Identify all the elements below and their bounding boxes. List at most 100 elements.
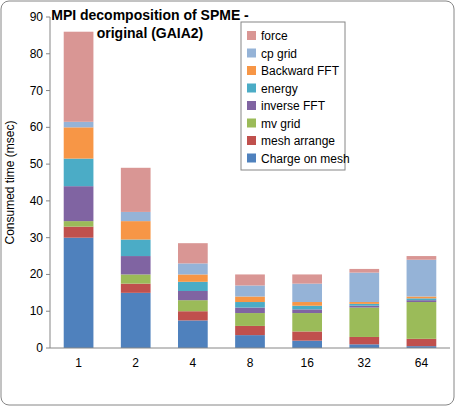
y-tick-label: 80	[30, 47, 44, 61]
legend-box	[241, 22, 345, 170]
legend-swatch	[247, 31, 256, 40]
bar-segment	[292, 331, 322, 340]
x-tick-label: 16	[300, 356, 314, 370]
bar-segment	[121, 212, 151, 221]
y-tick-label: 30	[30, 231, 44, 245]
bar-segment	[64, 227, 94, 238]
x-tick-label: 2	[132, 356, 139, 370]
y-tick	[46, 127, 50, 128]
bar-segment	[64, 32, 94, 122]
y-tick-label: 50	[30, 157, 44, 171]
bar-segment	[349, 269, 379, 273]
bar-segment	[178, 300, 208, 311]
bar-segment	[178, 311, 208, 320]
title-line: MPI decomposition of SPME -	[51, 7, 249, 23]
legend-label: force	[261, 29, 288, 43]
x-tick-label: 64	[415, 356, 429, 370]
x-tick-label: 32	[358, 356, 372, 370]
x-tick-label: 4	[190, 356, 197, 370]
bar-segment	[349, 304, 379, 306]
bar-segment	[292, 313, 322, 331]
y-tick-label: 70	[30, 84, 44, 98]
bar-segment	[178, 263, 208, 274]
legend-swatch	[247, 66, 256, 75]
bar-segment	[407, 256, 437, 260]
y-tick	[46, 17, 50, 18]
legend-label: cp grid	[261, 47, 297, 61]
bar-segment	[235, 313, 265, 326]
bar-segment	[349, 308, 379, 337]
bar-segment	[64, 159, 94, 187]
y-tick	[46, 274, 50, 275]
bar-segment	[292, 309, 322, 313]
y-tick	[46, 311, 50, 312]
bar-segment	[349, 344, 379, 348]
legend-swatch	[247, 154, 256, 163]
legend-label: Backward FFT	[261, 64, 340, 78]
bar-segment	[178, 274, 208, 281]
legend-label: Charge on mesh	[261, 152, 350, 166]
bar-segment	[235, 297, 265, 303]
y-tick-label: 10	[30, 304, 44, 318]
bar-segment	[292, 306, 322, 310]
legend-label: mesh arrange	[261, 134, 335, 148]
legend-swatch	[247, 49, 256, 58]
legend-swatch	[247, 119, 256, 128]
bar-segment	[64, 186, 94, 221]
bar-segment	[292, 284, 322, 302]
bar-segment	[407, 300, 437, 302]
bar-segment	[64, 238, 94, 348]
bar-segment	[64, 127, 94, 158]
y-tick-label: 20	[30, 267, 44, 281]
bar-segment	[121, 274, 151, 283]
y-tick	[46, 200, 50, 201]
y-tick-label: 60	[30, 120, 44, 134]
bar-segment	[407, 298, 437, 300]
bar-segment	[178, 282, 208, 291]
title-line: original (GAIA2)	[97, 25, 204, 41]
x-tick-label: 8	[247, 356, 254, 370]
bar-segment	[235, 335, 265, 348]
y-axis-label: Consumed time (msec)	[3, 120, 17, 244]
bar-segment	[235, 308, 265, 314]
bar-segment	[121, 240, 151, 257]
x-tick-label: 1	[75, 356, 82, 370]
bar-segment	[178, 243, 208, 263]
y-tick	[46, 237, 50, 238]
bar-segment	[235, 285, 265, 296]
legend-label: inverse FFT	[261, 99, 326, 113]
legend-label: mv grid	[261, 117, 300, 131]
y-tick	[46, 164, 50, 165]
bar-segment	[349, 337, 379, 344]
y-axis	[50, 17, 51, 348]
bar-segment	[121, 221, 151, 239]
legend-swatch	[247, 101, 256, 110]
bar-segment	[121, 284, 151, 293]
y-tick-label: 90	[30, 10, 44, 24]
bar-segment	[407, 260, 437, 297]
legend-swatch	[247, 84, 256, 93]
y-tick-label: 40	[30, 194, 44, 208]
y-tick	[46, 90, 50, 91]
bar-segment	[121, 256, 151, 274]
legend-label: energy	[261, 82, 298, 96]
bar-segment	[64, 221, 94, 227]
x-axis	[50, 348, 450, 349]
y-tick	[46, 53, 50, 54]
bar-segment	[121, 293, 151, 348]
bar-segment	[349, 306, 379, 308]
bar-segment	[178, 291, 208, 300]
bar-segment	[178, 320, 208, 348]
bar-segment	[349, 273, 379, 302]
bar-segment	[292, 302, 322, 306]
y-tick	[46, 348, 50, 349]
bar-segment	[349, 302, 379, 304]
bar-segment	[235, 274, 265, 285]
legend-swatch	[247, 136, 256, 145]
bar-segment	[121, 168, 151, 212]
chart: MPI decomposition of SPME - original (GAI…	[0, 0, 455, 406]
bar-segment	[64, 122, 94, 128]
bar-segment	[235, 302, 265, 308]
bar-segment	[235, 326, 265, 335]
chart-border	[1, 1, 454, 405]
